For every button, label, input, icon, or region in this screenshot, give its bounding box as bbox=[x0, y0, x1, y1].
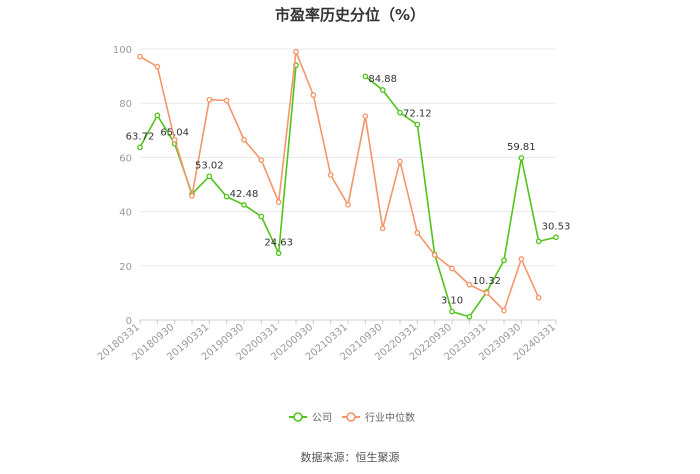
y-tick-label: 20 bbox=[119, 262, 132, 273]
series-line bbox=[139, 51, 540, 313]
data-point[interactable] bbox=[206, 96, 213, 103]
data-point[interactable] bbox=[137, 53, 143, 60]
data-point[interactable] bbox=[449, 308, 455, 315]
legend-label: 行业中位数 bbox=[365, 411, 415, 424]
data-point[interactable] bbox=[154, 63, 161, 70]
data-point[interactable] bbox=[327, 172, 334, 178]
series-line bbox=[364, 75, 557, 318]
y-tick-label: 0 bbox=[126, 316, 132, 327]
data-point[interactable] bbox=[223, 97, 230, 104]
data-point[interactable] bbox=[154, 112, 161, 119]
data-point[interactable] bbox=[483, 290, 490, 296]
data-label: 53.02 bbox=[195, 160, 224, 171]
series-line bbox=[139, 65, 297, 257]
data-point[interactable] bbox=[206, 173, 213, 180]
data-point[interactable] bbox=[241, 202, 247, 208]
data-point[interactable] bbox=[518, 256, 525, 262]
data-point[interactable] bbox=[501, 257, 507, 264]
legend-label: 公司 bbox=[312, 413, 332, 424]
data-point[interactable] bbox=[466, 281, 473, 288]
data-point[interactable] bbox=[258, 157, 265, 163]
chart-title: 市盈率历史分位（%） bbox=[275, 6, 425, 24]
y-tick-label: 80 bbox=[119, 99, 132, 110]
data-labels: 63.72 65.04 53.02 42.48 24.63 84.88 72.12 3.10 1… bbox=[126, 74, 571, 307]
data-point[interactable] bbox=[241, 136, 247, 143]
data-point[interactable] bbox=[466, 313, 473, 320]
data-point[interactable] bbox=[345, 201, 351, 208]
data-point[interactable] bbox=[189, 193, 195, 199]
data-point[interactable] bbox=[414, 121, 421, 128]
legend-marker bbox=[346, 412, 356, 422]
data-label: 59.81 bbox=[507, 142, 536, 153]
data-point[interactable] bbox=[535, 294, 542, 301]
data-point[interactable] bbox=[137, 144, 143, 151]
x-axis: 2018033120180930201903312019093020200331… bbox=[96, 320, 558, 363]
data-point[interactable] bbox=[362, 73, 369, 80]
data-label: 10.32 bbox=[472, 276, 501, 287]
y-tick-label: 100 bbox=[113, 45, 132, 56]
y-tick-label: 60 bbox=[119, 153, 132, 164]
data-label: 30.53 bbox=[542, 221, 571, 232]
data-label: 63.72 bbox=[126, 131, 155, 142]
y-tick-label: 40 bbox=[119, 208, 132, 219]
series-layer bbox=[137, 48, 559, 320]
data-point[interactable] bbox=[379, 225, 386, 232]
legend-item-industry-median[interactable]: 行业中位数 bbox=[342, 411, 415, 424]
legend[interactable]: 公司 行业中位数 bbox=[289, 411, 415, 424]
data-label: 3.10 bbox=[441, 296, 463, 307]
data-point[interactable] bbox=[310, 92, 317, 98]
data-label: 65.04 bbox=[160, 128, 189, 139]
data-point[interactable] bbox=[449, 265, 455, 272]
data-point[interactable] bbox=[501, 307, 507, 314]
data-point[interactable] bbox=[397, 158, 403, 165]
data-label: 42.48 bbox=[230, 189, 259, 200]
data-point[interactable] bbox=[275, 199, 282, 205]
legend-item-company[interactable]: 公司 bbox=[289, 412, 332, 424]
y-axis: 0 20 40 60 80 100 bbox=[113, 45, 132, 327]
data-point[interactable] bbox=[275, 250, 282, 257]
data-point[interactable] bbox=[414, 229, 421, 236]
data-point[interactable] bbox=[171, 136, 178, 143]
series-company bbox=[137, 62, 559, 320]
legend-marker bbox=[293, 412, 303, 422]
data-source: 数据来源：恒生聚源 bbox=[301, 450, 400, 464]
data-point[interactable] bbox=[431, 252, 438, 258]
data-label: 24.63 bbox=[264, 237, 293, 248]
data-point[interactable] bbox=[379, 87, 386, 93]
data-point[interactable] bbox=[258, 213, 265, 220]
data-point[interactable] bbox=[362, 113, 369, 120]
data-point[interactable] bbox=[293, 48, 299, 55]
data-point[interactable] bbox=[397, 109, 403, 116]
data-point[interactable] bbox=[518, 155, 525, 161]
data-point[interactable] bbox=[535, 238, 542, 245]
series-industry-median bbox=[137, 48, 542, 314]
data-label: 72.12 bbox=[403, 109, 432, 120]
data-label: 84.88 bbox=[368, 74, 397, 85]
data-point[interactable] bbox=[223, 193, 230, 200]
data-point[interactable] bbox=[553, 234, 559, 241]
